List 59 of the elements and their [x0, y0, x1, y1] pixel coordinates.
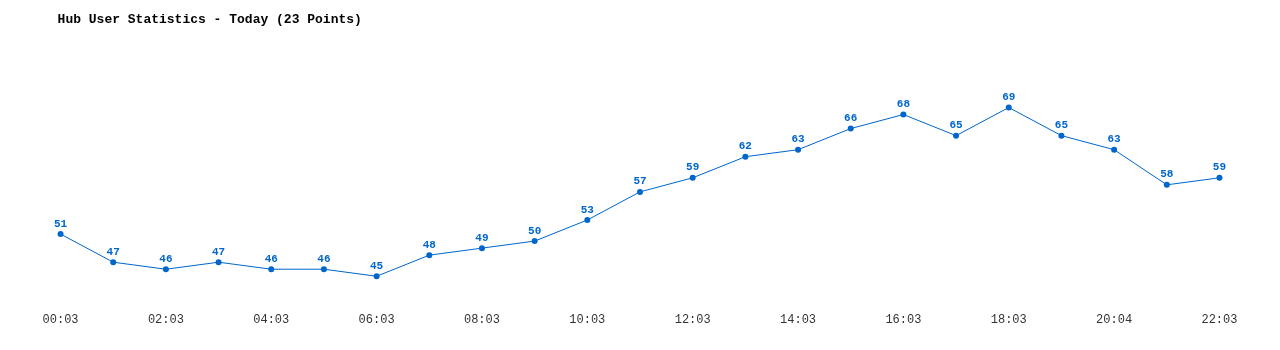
point	[426, 252, 433, 259]
x-tick-label: 22:03	[1201, 313, 1238, 327]
x-tick-label: 12:03	[674, 313, 711, 327]
point	[847, 125, 854, 132]
data-label: 65	[1054, 119, 1069, 132]
x-tick-label: 04:03	[253, 313, 290, 327]
data-label: 53	[580, 203, 595, 216]
point	[637, 188, 643, 195]
point	[742, 153, 749, 160]
data-label: 48	[422, 238, 437, 251]
data-label: 68	[896, 98, 911, 111]
point	[268, 266, 275, 273]
point	[795, 146, 802, 153]
x-tick-label: 18:03	[990, 313, 1027, 327]
point	[1216, 174, 1223, 181]
x-tick-label: 10:03	[569, 313, 606, 327]
data-label: 59	[1212, 161, 1227, 174]
point	[1058, 132, 1065, 139]
point	[57, 231, 64, 238]
data-label: 47	[211, 245, 226, 258]
x-tick-label: 02:03	[147, 313, 184, 327]
x-tick-label: 16:03	[885, 313, 922, 327]
data-label: 59	[686, 161, 700, 174]
data-label: 58	[1160, 168, 1174, 181]
data-label: 57	[633, 175, 647, 188]
point	[478, 245, 485, 252]
data-label: 49	[475, 231, 489, 244]
x-tick-label: 08:03	[463, 313, 500, 327]
data-label: 51	[53, 217, 68, 230]
x-tick-label: 06:03	[358, 313, 395, 327]
data-label: 62	[738, 140, 752, 153]
data-label: 50	[528, 224, 542, 237]
point	[1005, 104, 1012, 111]
point	[373, 273, 380, 280]
x-tick-label: 00:03	[42, 313, 79, 327]
point	[215, 259, 222, 266]
data-label: 47	[106, 245, 120, 258]
data-label: 46	[317, 252, 331, 265]
point	[953, 132, 960, 139]
x-tick-label: 14:03	[780, 313, 817, 327]
data-label: 45	[370, 259, 384, 272]
point	[110, 259, 117, 266]
data-label: 66	[844, 112, 858, 125]
point	[1163, 181, 1170, 188]
data-label: 69	[1002, 91, 1016, 103]
point	[531, 238, 538, 245]
x-tick-label: 20:04	[1096, 313, 1133, 327]
point	[162, 266, 169, 273]
data-label: 46	[159, 252, 173, 265]
data-label: 65	[949, 119, 964, 132]
data-label: 46	[264, 252, 278, 265]
point	[900, 111, 907, 118]
data-label: 63	[1107, 133, 1122, 146]
point	[689, 174, 696, 181]
point	[320, 266, 327, 273]
data-label: 63	[791, 133, 806, 146]
point	[1111, 146, 1118, 153]
chart-title: Hub User Statistics - Today (23 Points)	[57, 12, 362, 28]
point	[584, 217, 591, 223]
